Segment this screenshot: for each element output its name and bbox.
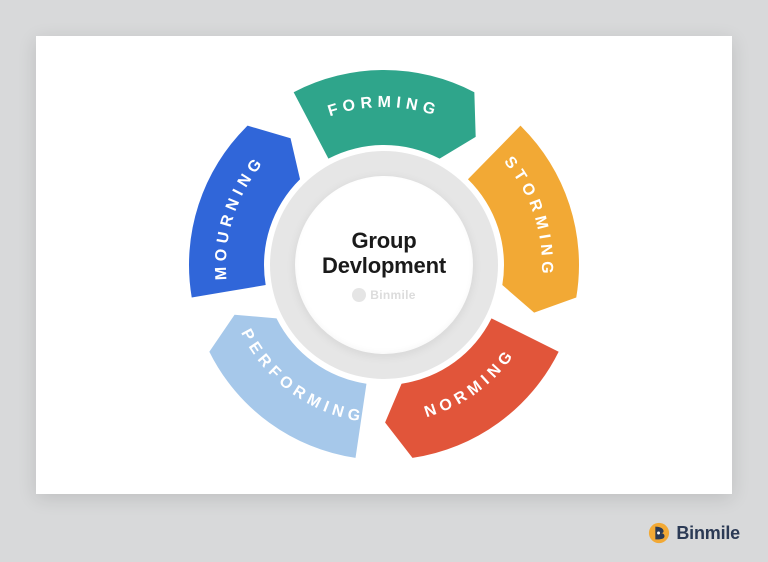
watermark-logo-icon <box>352 288 366 302</box>
brand-text: Binmile <box>676 523 740 544</box>
center-inner: Group Devlopment Binmile <box>295 176 473 354</box>
center-watermark: Binmile <box>352 288 415 302</box>
brand-footer: Binmile <box>648 522 740 544</box>
watermark-text: Binmile <box>370 288 415 302</box>
segment-forming <box>294 70 476 159</box>
brand-logo-icon <box>648 522 670 544</box>
center-title: Group Devlopment <box>322 228 446 279</box>
center-title-line1: Group <box>351 228 416 253</box>
group-development-cycle: FORMINGSTORMINGNORMINGPERFORMINGMOURNING… <box>179 60 589 470</box>
center-title-line2: Devlopment <box>322 253 446 278</box>
diagram-card: FORMINGSTORMINGNORMINGPERFORMINGMOURNING… <box>36 36 732 494</box>
center-disc: Group Devlopment Binmile <box>270 151 498 379</box>
